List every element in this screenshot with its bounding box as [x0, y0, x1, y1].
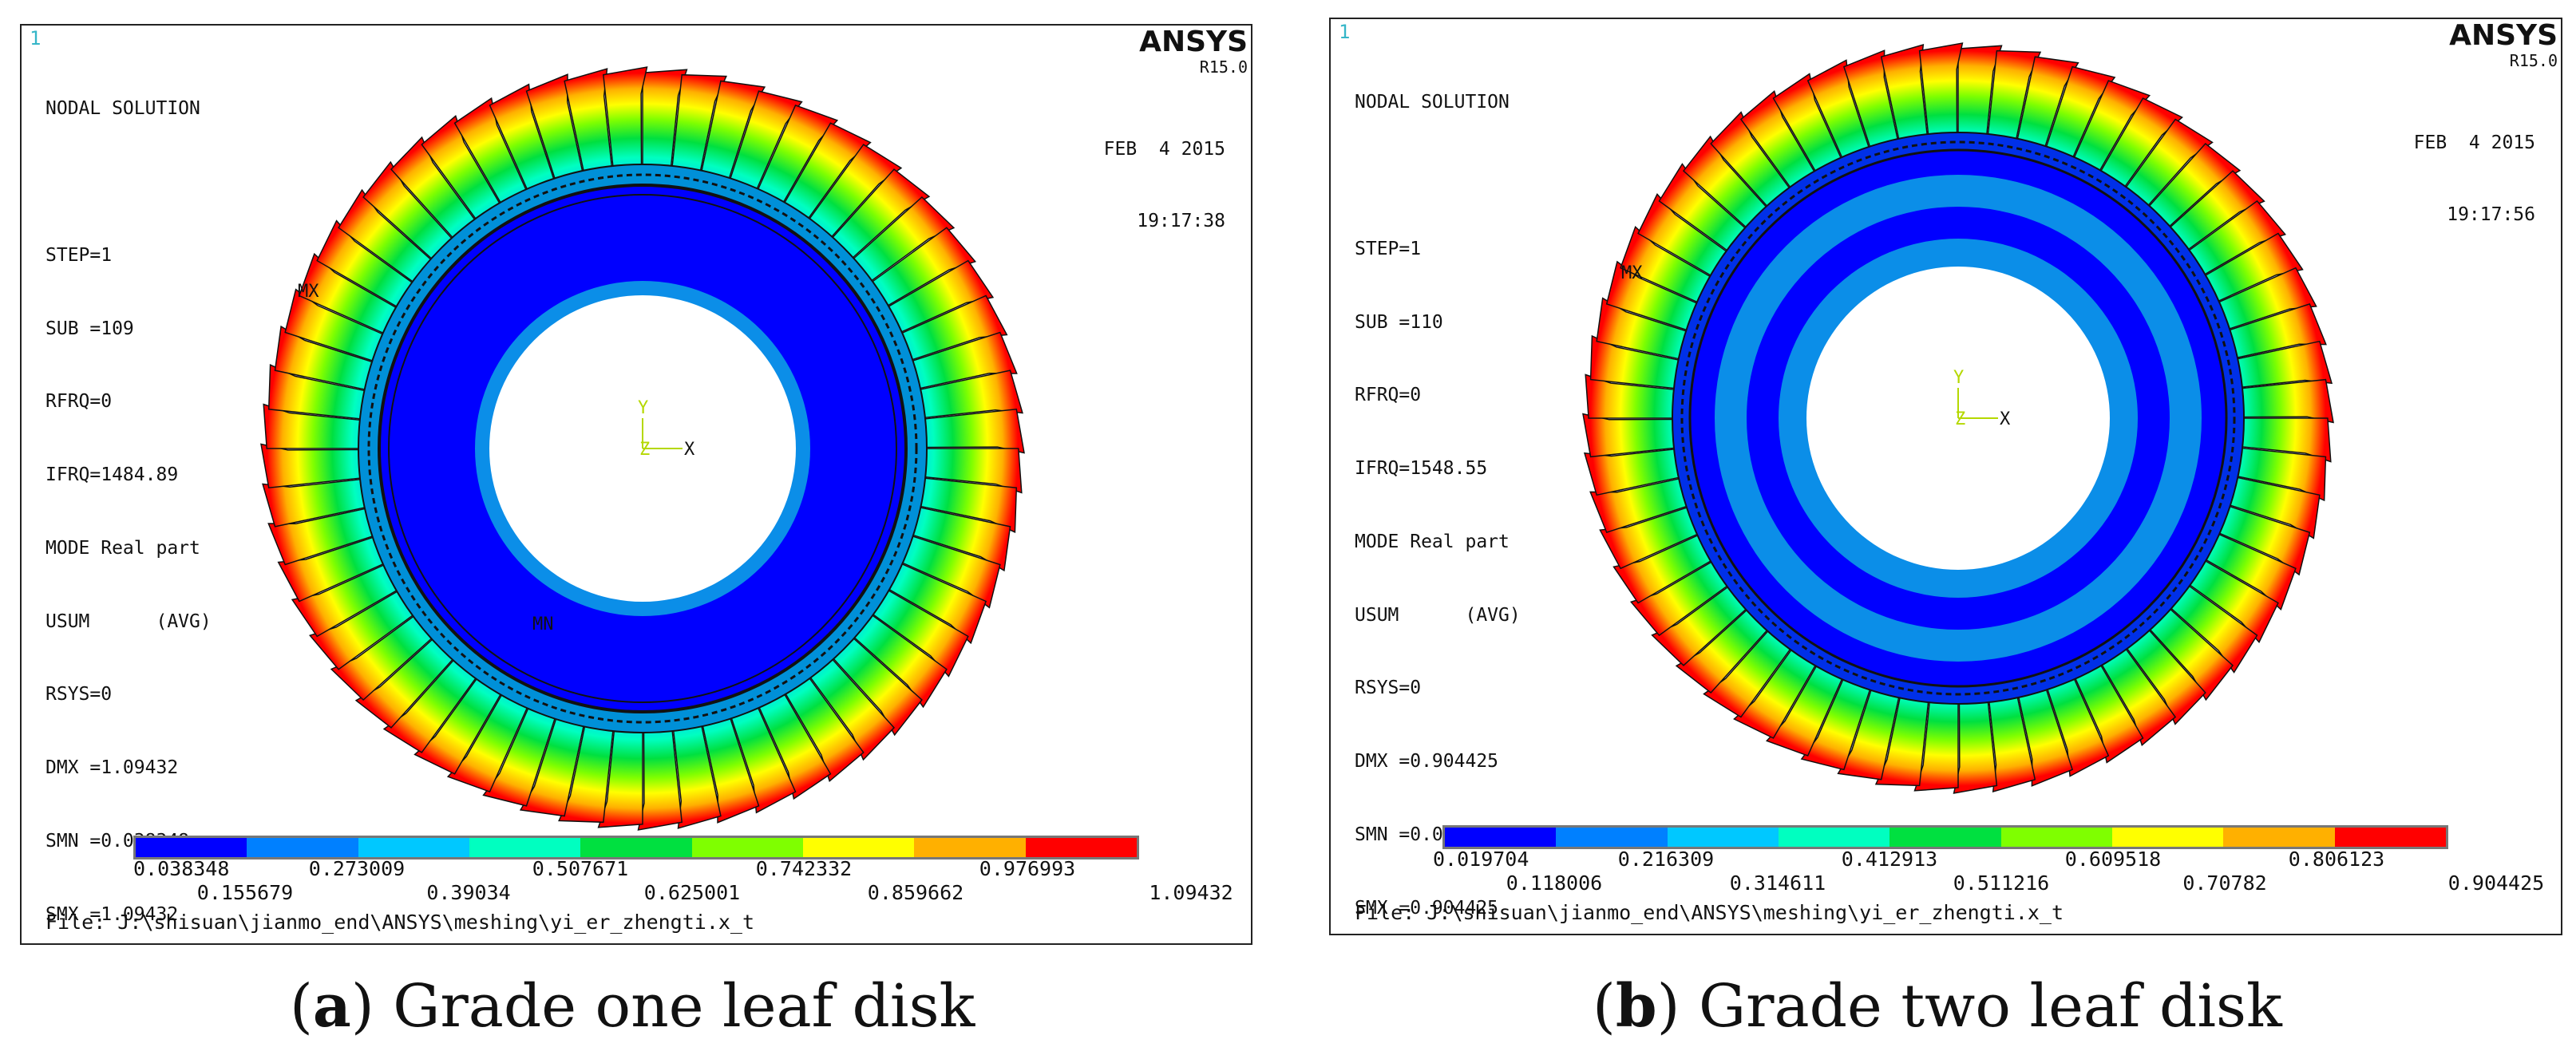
legend-color-segment [2001, 828, 2112, 847]
legend-color-segment [914, 838, 1025, 857]
date-text: FEB 4 2015 [1104, 137, 1225, 161]
file-path: File: J:\shisuan\jianmo_end\ANSYS\meshin… [46, 911, 754, 934]
legend-label: 0.155679 [197, 881, 293, 904]
file-path: File: J:\shisuan\jianmo_end\ANSYS\meshin… [1355, 901, 2064, 924]
axis-z-label: Z [639, 440, 650, 460]
contour-legend-bar [133, 836, 1139, 859]
info-line: SUB =109 [46, 317, 212, 342]
legend-label: 0.273009 [309, 857, 405, 880]
legend-color-segment [2223, 828, 2334, 847]
release-version: R15.0 [1139, 59, 1248, 75]
info-line: DMX =1.09432 [46, 756, 212, 780]
mx-label: MX [298, 282, 319, 302]
legend-label: 0.904425 [2448, 871, 2544, 895]
legend-label: 0.019704 [1433, 848, 1529, 871]
legend-color-segment [1445, 828, 1556, 847]
axis-y-label: Y [638, 398, 648, 418]
info-line: STEP=1 [46, 243, 212, 268]
mn-label: MN [532, 614, 554, 634]
info-line: STEP=1 [1355, 237, 1521, 262]
axis-y-label: Y [1953, 368, 1964, 388]
caption-letter: a [313, 972, 351, 1041]
legend-color-segment [358, 838, 469, 857]
legend-label: 0.216309 [1618, 848, 1714, 871]
info-line: MODE Real part [1355, 530, 1521, 555]
legend-color-segment [1668, 828, 1779, 847]
release-version: R15.0 [2449, 53, 2558, 69]
info-line: RSYS=0 [46, 682, 212, 707]
info-line: RFRQ=0 [1355, 383, 1521, 408]
info-line: MODE Real part [46, 536, 212, 561]
ansys-brand: ANSYS R15.0 [1139, 26, 1248, 75]
legend-label: 0.625001 [644, 881, 740, 904]
legend-color-segment [2335, 828, 2446, 847]
info-line: RFRQ=0 [46, 389, 212, 414]
legend-label: 0.038348 [133, 857, 229, 880]
legend-color-segment [580, 838, 691, 857]
legend-color-segment [692, 838, 803, 857]
axis-x-label: X [684, 440, 695, 460]
panel-b-plot-window: 1 NODAL SOLUTION STEP=1 SUB =110 RFRQ=0 … [1329, 18, 2562, 935]
legend-label: 0.976993 [979, 857, 1075, 880]
caption-letter: b [1616, 972, 1657, 1041]
time-text: 19:17:56 [2414, 203, 2535, 227]
legend-label: 0.742332 [756, 857, 852, 880]
caption-a: (a) Grade one leaf disk [290, 972, 975, 1041]
legend-label: 0.859662 [868, 881, 964, 904]
legend-label: 0.412913 [1842, 848, 1937, 871]
mx-label: MX [1621, 263, 1643, 283]
legend-color-segment [1779, 828, 1889, 847]
ansys-logo: ANSYS [2449, 19, 2558, 53]
ansys-brand: ANSYS R15.0 [2449, 19, 2558, 69]
date-time: FEB 4 2015 19:17:56 [2414, 83, 2535, 275]
leaf-disk-contour-b: MX Y Z X [1559, 27, 2357, 809]
legend-label: 1.09432 [1149, 881, 1233, 904]
legend-label: 0.511216 [1953, 871, 2049, 895]
panel-a-plot-window: 1 NODAL SOLUTION STEP=1 SUB =109 RFRQ=0 … [20, 24, 1252, 945]
legend-label: 0.609518 [2065, 848, 2161, 871]
axis-x-label: X [2000, 409, 2011, 429]
legend-label: 0.507671 [532, 857, 628, 880]
info-line: NODAL SOLUTION [1355, 90, 1521, 115]
info-line: IFRQ=1484.89 [46, 463, 212, 488]
legend-color-segment [1889, 828, 2000, 847]
info-line: RSYS=0 [1355, 676, 1521, 701]
legend-color-segment [469, 838, 580, 857]
date-text: FEB 4 2015 [2414, 131, 2535, 155]
info-line: USUM (AVG) [1355, 603, 1521, 628]
window-number: 1 [30, 27, 41, 49]
caption-text: Grade one leaf disk [374, 972, 975, 1041]
info-line [46, 170, 212, 195]
legend-color-segment [136, 838, 247, 857]
date-time: FEB 4 2015 19:17:38 [1104, 89, 1225, 281]
axis-z-label: Z [1955, 409, 1965, 429]
legend-label: 0.806123 [2289, 848, 2384, 871]
caption-text: Grade two leaf disk [1680, 972, 2282, 1041]
legend-label: 0.314611 [1730, 871, 1826, 895]
legend-label: 0.70782 [2182, 871, 2266, 895]
legend-color-segment [247, 838, 358, 857]
leaf-disk-contour-a: MX MN Y Z X [228, 49, 1058, 848]
legend-color-segment [803, 838, 914, 857]
info-line: NODAL SOLUTION [46, 97, 212, 121]
time-text: 19:17:38 [1104, 209, 1225, 233]
legend-color-segment [1556, 828, 1667, 847]
window-number: 1 [1339, 21, 1350, 43]
info-line [1355, 164, 1521, 188]
ansys-logo: ANSYS [1139, 26, 1248, 59]
legend-label: 0.39034 [426, 881, 510, 904]
info-line: USUM (AVG) [46, 610, 212, 634]
legend-color-segment [2112, 828, 2223, 847]
info-line: SUB =110 [1355, 310, 1521, 335]
legend-label: 0.118006 [1506, 871, 1602, 895]
info-line: DMX =0.904425 [1355, 749, 1521, 774]
caption-b: (b) Grade two leaf disk [1593, 972, 2282, 1041]
contour-legend-bar [1442, 825, 2448, 849]
legend-color-segment [1026, 838, 1137, 857]
info-line: IFRQ=1548.55 [1355, 456, 1521, 481]
